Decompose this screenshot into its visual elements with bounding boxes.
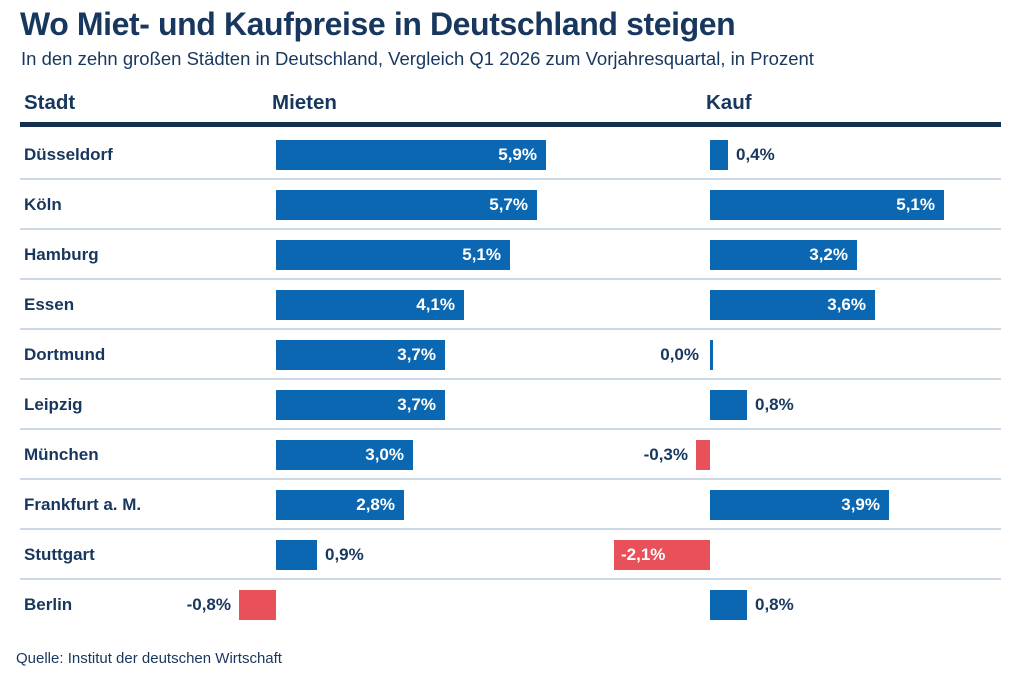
rent-value-label: 2,8% xyxy=(356,495,395,514)
buy-value-label: 3,9% xyxy=(841,495,880,514)
table-row: Köln 5,7% 5,1% xyxy=(0,180,1020,230)
city-label: Frankfurt a. M. xyxy=(24,495,142,514)
rent-bar: 4,1% xyxy=(276,290,464,320)
city-label: München xyxy=(24,445,99,464)
table-row: Düsseldorf 5,9% 0,4% xyxy=(0,130,1020,180)
rent-bar: 5,1% xyxy=(276,240,510,270)
rent-value-label: 5,9% xyxy=(498,145,537,164)
rent-bar: 2,8% xyxy=(276,490,404,520)
rent-value-label: -0,8% xyxy=(186,595,231,614)
table-header: Stadt Mieten Kauf xyxy=(0,91,1020,121)
table-row: Hamburg 5,1% 3,2% xyxy=(0,230,1020,280)
rent-value-label: 5,1% xyxy=(462,245,501,264)
header-rule xyxy=(20,122,1001,127)
buy-bar xyxy=(710,340,713,370)
buy-bar: 3,6% xyxy=(710,290,875,320)
source-note: Quelle: Institut der deutschen Wirtschaf… xyxy=(16,650,282,667)
buy-value-label: 3,6% xyxy=(827,295,866,314)
table-row: Essen 4,1% 3,6% xyxy=(0,280,1020,330)
city-label: Essen xyxy=(24,295,75,314)
buy-bar xyxy=(710,390,747,420)
column-header-mieten: Mieten xyxy=(272,91,337,114)
table-row: München 3,0% -0,3% xyxy=(0,430,1020,480)
rent-value-label: 3,7% xyxy=(397,395,436,414)
table-row: Berlin -0,8% 0,8% xyxy=(0,580,1020,630)
buy-bar: 3,2% xyxy=(710,240,857,270)
buy-bar xyxy=(696,440,710,470)
rent-bar xyxy=(239,590,276,620)
buy-value-label: 0,8% xyxy=(755,595,794,614)
table-row: Leipzig 3,7% 0,8% xyxy=(0,380,1020,430)
buy-bar: 3,9% xyxy=(710,490,889,520)
buy-bar: -2,1% xyxy=(614,540,710,570)
rent-value-label: 4,1% xyxy=(416,295,455,314)
city-label: Düsseldorf xyxy=(24,145,113,164)
rent-bar xyxy=(276,540,317,570)
rent-bar: 3,0% xyxy=(276,440,413,470)
buy-value-label: 0,0% xyxy=(660,345,699,364)
rent-value-label: 5,7% xyxy=(489,195,528,214)
buy-value-label: 3,2% xyxy=(809,245,848,264)
rent-bar: 3,7% xyxy=(276,390,445,420)
buy-bar xyxy=(710,590,747,620)
buy-value-label: 5,1% xyxy=(896,195,935,214)
column-header-kauf: Kauf xyxy=(706,91,752,114)
city-label: Köln xyxy=(24,195,62,214)
rent-bar: 5,7% xyxy=(276,190,537,220)
buy-value-label: 0,4% xyxy=(736,145,775,164)
city-label: Leipzig xyxy=(24,395,83,414)
rent-value-label: 3,7% xyxy=(397,345,436,364)
page-title: Wo Miet- und Kaufpreise in Deutschland s… xyxy=(20,6,736,42)
buy-value-label: -2,1% xyxy=(621,545,666,564)
table-row: Dortmund 3,7% 0,0% xyxy=(0,330,1020,380)
rent-bar: 3,7% xyxy=(276,340,445,370)
city-label: Stuttgart xyxy=(24,545,95,564)
buy-value-label: 0,8% xyxy=(755,395,794,414)
city-label: Berlin xyxy=(24,595,73,614)
subtitle: In den zehn großen Städten in Deutschlan… xyxy=(21,48,814,69)
buy-bar: 5,1% xyxy=(710,190,944,220)
city-label: Hamburg xyxy=(24,245,99,264)
table-row: Stuttgart 0,9% -2,1% xyxy=(0,530,1020,580)
rent-bar: 5,9% xyxy=(276,140,546,170)
buy-bar xyxy=(710,140,728,170)
city-label: Dortmund xyxy=(24,345,106,364)
table-row: Frankfurt a. M. 2,8% 3,9% xyxy=(0,480,1020,530)
rent-value-label: 0,9% xyxy=(325,545,364,564)
buy-value-label: -0,3% xyxy=(643,445,688,464)
chart-rows: Düsseldorf 5,9% 0,4% Köln 5,7% 5,1% Hamburg 5,1… xyxy=(0,130,1020,630)
column-header-stadt: Stadt xyxy=(24,91,76,114)
rent-value-label: 3,0% xyxy=(365,445,404,464)
